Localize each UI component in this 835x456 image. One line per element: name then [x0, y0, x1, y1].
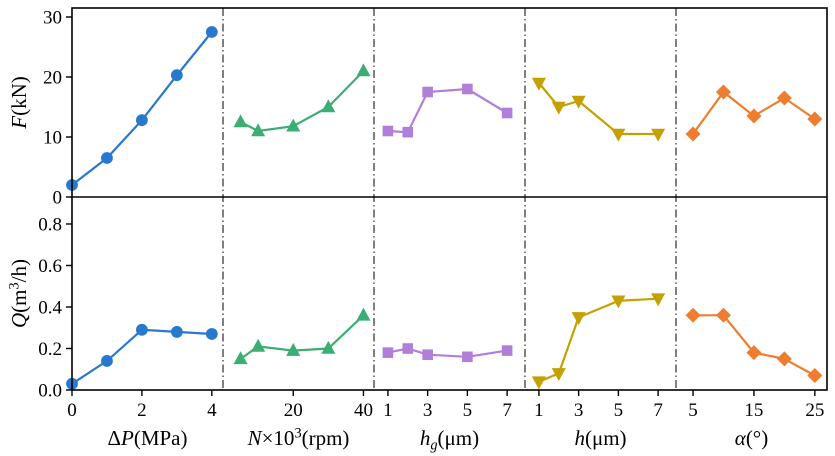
y-tick-label: 30 [43, 8, 62, 29]
x-tick-label: 0 [67, 400, 77, 421]
series-Q-panel-0 [66, 323, 218, 390]
x-tick-label: 3 [423, 400, 433, 421]
x-tick-label: 3 [574, 400, 584, 421]
x-tick-label: 5 [614, 400, 624, 421]
x-axis-label: ΔP(MPa) [107, 426, 187, 450]
x-axis-panel-3: 1 3 5 7 h(μm) [534, 390, 663, 450]
x-tick-label: 7 [653, 400, 663, 421]
series-Q-panel-2 [382, 343, 513, 363]
y-tick-label: 20 [43, 68, 62, 89]
series-Q-panel-3 [531, 293, 666, 390]
y-tick-label: 0.2 [38, 339, 62, 360]
y-tick-label: 0 [53, 188, 63, 209]
x-tick-label: 7 [502, 400, 512, 421]
x-axis-panel-2: 1 3 5 7 hg(μm) [383, 390, 512, 454]
x-tick-label: 1 [383, 400, 393, 421]
x-tick-label: 15 [744, 400, 763, 421]
x-axis-label: N×103(rpm) [247, 426, 350, 450]
x-tick-label: 4 [207, 400, 217, 421]
x-tick-label: 2 [137, 400, 147, 421]
x-tick-label: 5 [463, 400, 473, 421]
x-axis-label: hg(μm) [420, 426, 479, 454]
series-F-panel-0 [66, 26, 218, 191]
y-tick-label: 0.4 [38, 298, 62, 319]
x-tick-label: 25 [805, 400, 824, 421]
series-Q-panel-4 [685, 307, 823, 383]
series-F-panel-2 [382, 83, 513, 138]
series-F-panel-4 [685, 84, 823, 142]
x-axis-label: α(°) [735, 426, 768, 450]
series-F-panel-1 [233, 63, 371, 137]
y-axis-F: 0 10 20 30 F(kN) [7, 8, 72, 209]
x-axis-panel-1: 20 40N×103(rpm) [247, 390, 373, 450]
x-axis-panel-0: 0 2 4 ΔP(MPa) [67, 390, 217, 450]
x-tick-label: 5 [688, 400, 698, 421]
y-tick-label: 0.0 [38, 381, 62, 402]
y-tick-label: 0.8 [38, 215, 62, 236]
series-F-panel-3 [531, 77, 666, 142]
y-tick-label: 10 [43, 128, 62, 149]
y-axis-label: F(kN) [7, 76, 31, 129]
series-Q-panel-1 [233, 307, 371, 365]
y-axis-label: Q(m3/h) [7, 259, 31, 328]
y-axis-Q: 0.0 0.2 0.4 0.6 0.8 Q(m3/h) [7, 215, 72, 402]
x-tick-label: 20 [284, 400, 303, 421]
x-tick-label: 40 [354, 400, 373, 421]
y-tick-label: 0.6 [38, 256, 62, 277]
x-axis-panel-4: 5 15 25 α(°) [688, 390, 824, 450]
x-tick-label: 1 [534, 400, 544, 421]
x-axis-label: h(μm) [574, 426, 626, 450]
plot-frame [71, 7, 828, 391]
